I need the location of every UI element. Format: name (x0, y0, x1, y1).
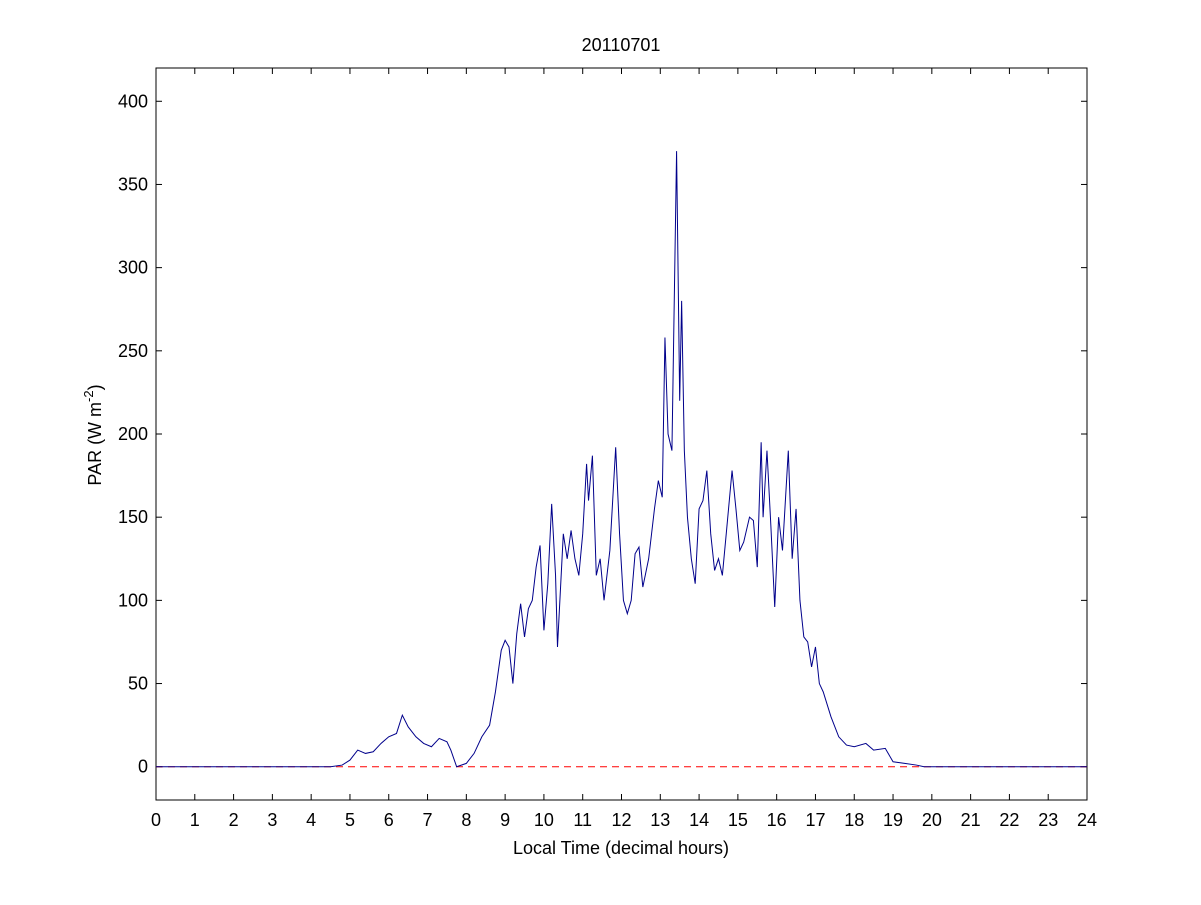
y-tick-label: 100 (118, 590, 148, 610)
x-tick-label: 1 (190, 810, 200, 830)
x-tick-label: 7 (423, 810, 433, 830)
chart-title: 20110701 (582, 35, 661, 55)
x-tick-label: 19 (883, 810, 903, 830)
y-axis-label-superscript: -2 (81, 390, 96, 402)
x-tick-label: 5 (345, 810, 355, 830)
y-tick-label: 350 (118, 174, 148, 194)
x-tick-label: 9 (500, 810, 510, 830)
x-tick-label: 16 (767, 810, 787, 830)
x-tick-label: 17 (805, 810, 825, 830)
y-tick-label: 150 (118, 507, 148, 527)
x-tick-label: 22 (999, 810, 1019, 830)
x-tick-label: 2 (229, 810, 239, 830)
y-tick-label: 0 (138, 757, 148, 777)
x-tick-label: 20 (922, 810, 942, 830)
x-tick-label: 14 (689, 810, 709, 830)
x-tick-label: 13 (650, 810, 670, 830)
data-line (156, 151, 1087, 768)
y-axis-label-text: PAR (W m (85, 402, 105, 486)
x-tick-label: 6 (384, 810, 394, 830)
y-tick-label: 400 (118, 91, 148, 111)
x-tick-label: 0 (151, 810, 161, 830)
x-tick-label: 3 (267, 810, 277, 830)
x-tick-label: 10 (534, 810, 554, 830)
y-tick-label: 200 (118, 424, 148, 444)
x-tick-label: 23 (1038, 810, 1058, 830)
x-tick-label: 8 (461, 810, 471, 830)
y-axis-label-suffix: ) (85, 384, 105, 390)
x-tick-label: 24 (1077, 810, 1097, 830)
y-tick-label: 300 (118, 258, 148, 278)
y-axis-label: PAR (W m-2) (81, 384, 105, 485)
x-tick-label: 15 (728, 810, 748, 830)
x-tick-label: 12 (611, 810, 631, 830)
x-tick-label: 21 (961, 810, 981, 830)
y-tick-label: 50 (128, 674, 148, 694)
x-axis-label: Local Time (decimal hours) (513, 838, 729, 858)
x-tick-label: 11 (573, 810, 592, 830)
x-tick-label: 18 (844, 810, 864, 830)
y-tick-label: 250 (118, 341, 148, 361)
x-tick-label: 4 (306, 810, 316, 830)
